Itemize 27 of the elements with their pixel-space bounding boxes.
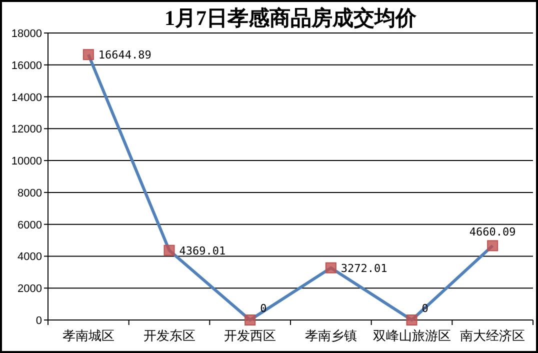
y-tick-label: 2000 xyxy=(18,283,42,296)
y-tick-label: 14000 xyxy=(11,92,42,104)
point xyxy=(406,314,418,326)
y-tick-label: 8000 xyxy=(18,187,42,200)
y-tick-label: 10000 xyxy=(11,156,42,168)
y-tick-label: 6000 xyxy=(18,219,42,232)
point xyxy=(164,244,175,256)
data-label: 4369.01 xyxy=(179,244,226,258)
x-tick-label: 双峰山旅游区 xyxy=(372,328,451,343)
x-tick-label: 南大经济区 xyxy=(460,328,526,343)
x-tick-label: 开发东区 xyxy=(143,328,196,343)
data-label: 3272.01 xyxy=(340,262,388,275)
chart-title: 1月7日孝感商品房成交均价 xyxy=(164,6,418,30)
point xyxy=(325,262,336,274)
x-tick-label: 孝南城区 xyxy=(62,328,114,343)
point xyxy=(487,240,498,252)
x-tick-label: 孝南乡镇 xyxy=(304,328,357,343)
data-label: 4660.09 xyxy=(469,226,516,239)
x-tick-label: 开发西区 xyxy=(224,328,276,343)
y-tick-label: 12000 xyxy=(11,124,42,136)
y-tick-label: 4000 xyxy=(18,251,42,264)
y-tick-label: 0 xyxy=(36,315,42,327)
point xyxy=(82,49,94,60)
data-label: 16644.89 xyxy=(98,48,152,62)
y-tick-label: 16000 xyxy=(11,60,42,72)
point xyxy=(244,314,256,326)
y-tick-label: 18000 xyxy=(11,28,42,40)
